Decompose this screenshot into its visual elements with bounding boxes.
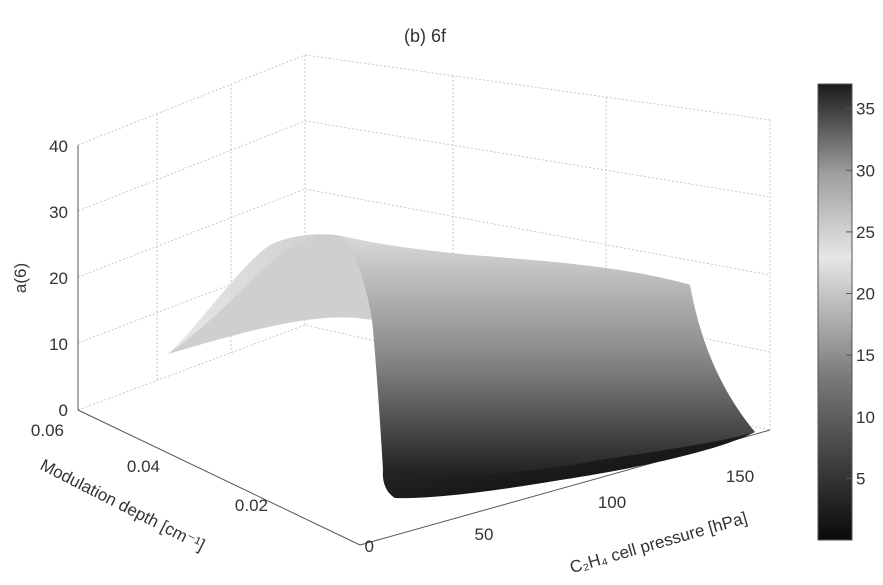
z-tick-label: 20	[49, 269, 68, 288]
x-ticks: 50 100 150	[475, 467, 755, 544]
z-tick-label: 0	[59, 401, 68, 420]
z-tick-label: 40	[49, 137, 68, 156]
x-tick-label: 100	[598, 493, 626, 512]
surface-ridge-face	[342, 236, 755, 498]
y-axis-label: Modulation depth [cm⁻¹]	[37, 455, 208, 555]
colorbar-tick-label: 25	[856, 223, 875, 242]
surface-front-tail	[383, 432, 755, 499]
colorbar-tick-label: 5	[856, 469, 865, 488]
colorbar-tick-label: 35	[856, 100, 875, 119]
y-ticks: 0.06 0.04 0.02 0	[31, 421, 374, 556]
z-tick-label: 10	[49, 335, 68, 354]
chart-title: (b) 6f	[404, 26, 447, 46]
x-tick-label: 150	[726, 467, 754, 486]
surface-left-face	[168, 236, 372, 354]
colorbar: 5 10 15 20 25 30 35	[817, 83, 875, 541]
colorbar-tick-label: 10	[856, 408, 875, 427]
colorbar-gradient	[817, 83, 853, 541]
z-axis-label: a(6)	[11, 263, 30, 293]
surface	[168, 234, 755, 499]
y-tick-label: 0.06	[31, 421, 64, 440]
x-axis-label: C₂H₄ cell pressure [hPa]	[568, 508, 750, 577]
colorbar-tick-label: 30	[856, 161, 875, 180]
y-tick-label: 0.02	[235, 496, 268, 515]
x-tick-label: 50	[475, 525, 494, 544]
y-tick-label: 0.04	[127, 457, 160, 476]
colorbar-ticks: 5 10 15 20 25 30 35	[846, 100, 875, 488]
z-tick-label: 30	[49, 203, 68, 222]
z-ticks: 0 10 20 30 40	[49, 137, 68, 420]
colorbar-tick-label: 15	[856, 346, 875, 365]
y-axis-line	[77, 409, 361, 546]
y-tick-label: 0	[365, 537, 374, 556]
colorbar-tick-label: 20	[856, 285, 875, 304]
